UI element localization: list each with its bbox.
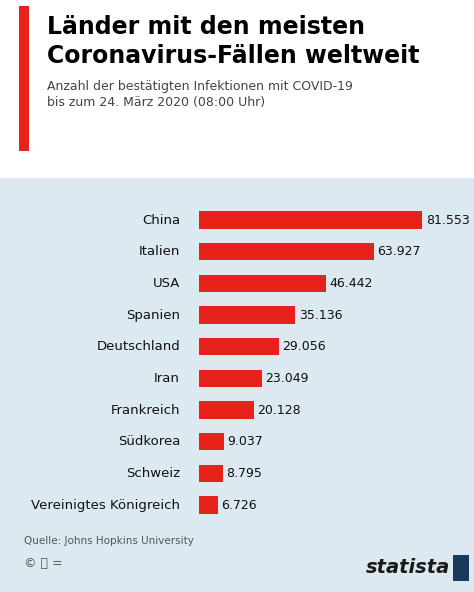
Text: 81.553: 81.553 xyxy=(426,214,469,227)
Text: Schweiz: Schweiz xyxy=(126,467,180,480)
Bar xyxy=(199,307,295,324)
Bar xyxy=(199,465,223,482)
Text: Iran: Iran xyxy=(154,372,180,385)
Bar xyxy=(199,497,218,514)
Text: Frankreich: Frankreich xyxy=(110,404,180,417)
Text: 63.927: 63.927 xyxy=(377,245,421,258)
Bar xyxy=(199,370,262,387)
Text: 9.037: 9.037 xyxy=(227,435,263,448)
Text: USA: USA xyxy=(153,277,180,290)
Text: China: China xyxy=(142,214,180,227)
Text: 6.726: 6.726 xyxy=(221,498,256,511)
Bar xyxy=(199,401,254,419)
Text: 35.136: 35.136 xyxy=(299,308,342,321)
Text: statista: statista xyxy=(366,558,450,577)
Bar xyxy=(199,338,279,355)
Text: Länder mit den meisten: Länder mit den meisten xyxy=(47,15,365,39)
Text: Italien: Italien xyxy=(139,245,180,258)
Text: Quelle: Johns Hopkins University: Quelle: Johns Hopkins University xyxy=(24,536,193,546)
Text: 29.056: 29.056 xyxy=(282,340,326,353)
Text: 20.128: 20.128 xyxy=(257,404,301,417)
Text: Coronavirus-Fällen weltweit: Coronavirus-Fällen weltweit xyxy=(47,44,420,69)
Text: Südkorea: Südkorea xyxy=(118,435,180,448)
Text: 8.795: 8.795 xyxy=(227,467,262,480)
Text: Anzahl der bestätigten Infektionen mit COVID-19: Anzahl der bestätigten Infektionen mit C… xyxy=(47,80,353,93)
Text: bis zum 24. März 2020 (08:00 Uhr): bis zum 24. März 2020 (08:00 Uhr) xyxy=(47,96,265,109)
Bar xyxy=(199,275,326,292)
Bar xyxy=(199,433,224,451)
Text: © ⓘ =: © ⓘ = xyxy=(24,556,62,570)
Text: Deutschland: Deutschland xyxy=(96,340,180,353)
Text: 46.442: 46.442 xyxy=(329,277,373,290)
Bar xyxy=(199,211,422,229)
Text: Vereinigtes Königreich: Vereinigtes Königreich xyxy=(31,498,180,511)
Text: 23.049: 23.049 xyxy=(265,372,309,385)
Bar xyxy=(199,243,374,260)
Text: Spanien: Spanien xyxy=(126,308,180,321)
